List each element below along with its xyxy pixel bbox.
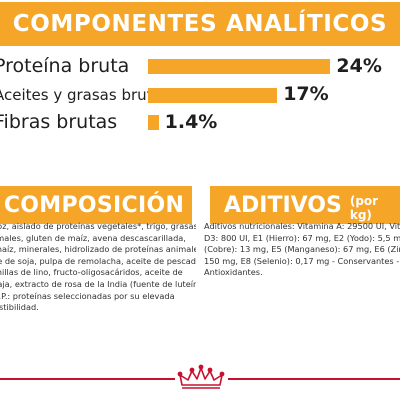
fiber-label: Fibras brutas [0, 111, 118, 133]
composition-banner: COMPOSICIÓN [0, 186, 192, 224]
fat-label: Aceites y grasas brutos [0, 86, 170, 104]
additives-title: ADITIVOS [224, 192, 342, 218]
composition-text: roz, aislado de proteínas vegetales*, tr… [0, 221, 196, 313]
composition-title: COMPOSICIÓN [3, 192, 185, 218]
additives-banner: ADITIVOS (por kg) [210, 186, 400, 224]
analytic-components-banner: COMPONENTES ANALÍTICOS [0, 2, 400, 46]
protein-bar [148, 59, 331, 74]
additives-text: Aditivos nutricionales: Vitamina A: 2950… [204, 221, 400, 278]
fiber-bar [148, 115, 159, 130]
analytic-components-title: COMPONENTES ANALÍTICOS [12, 11, 388, 37]
footer-line-right [228, 378, 400, 380]
footer-line-left [0, 378, 175, 380]
protein-value: 24% [336, 55, 382, 77]
fat-value: 17% [283, 83, 329, 105]
royal-canin-crown-icon [176, 364, 226, 390]
fiber-value: 1.4% [164, 111, 218, 133]
additives-subtitle: (por kg) [349, 194, 379, 222]
fat-bar [148, 88, 278, 103]
protein-label: Proteína bruta [0, 55, 130, 77]
